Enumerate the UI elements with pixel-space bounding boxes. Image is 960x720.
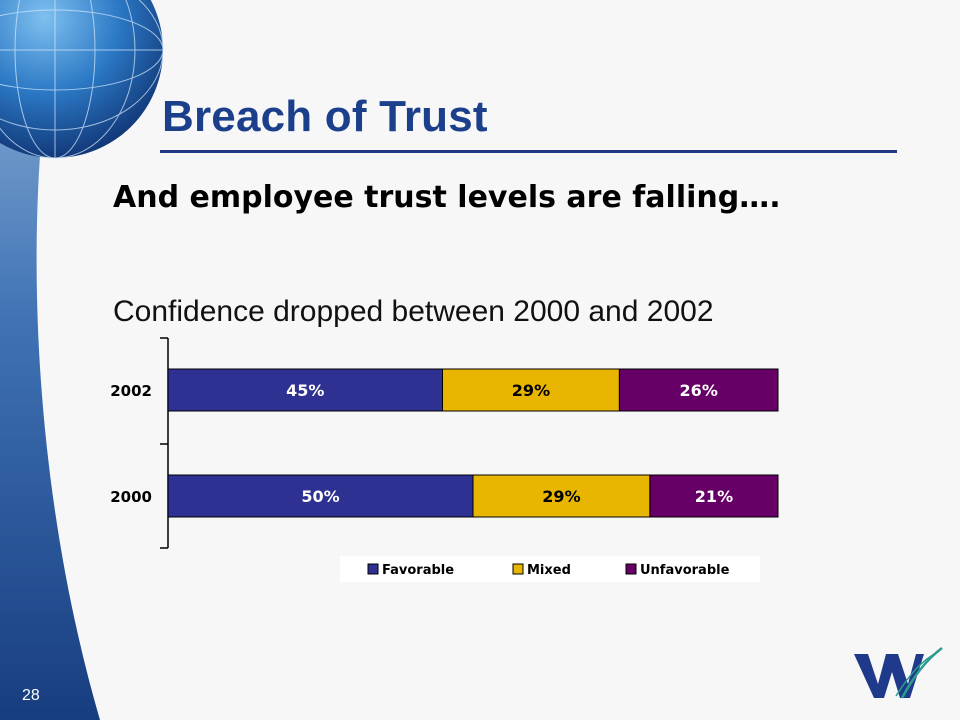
category-label: 2000 — [110, 488, 152, 506]
legend-swatch — [625, 563, 637, 575]
data-label: 21% — [695, 487, 733, 506]
bar-segment-unfavorable — [649, 474, 779, 518]
bar-segment-mixed — [442, 368, 620, 412]
title-underline — [160, 150, 897, 153]
slide-subtitle: And employee trust levels are falling…. — [113, 180, 781, 215]
category-label: 2002 — [110, 382, 152, 400]
legend-swatch — [512, 563, 524, 575]
slide-title: Breach of Trust — [162, 92, 488, 141]
bar-segment-favorable — [167, 368, 443, 412]
globe-icon — [0, 0, 164, 159]
legend-label: Unfavorable — [640, 563, 730, 578]
side-band — [0, 0, 100, 720]
legend-swatch — [367, 563, 379, 575]
legend-box — [340, 556, 760, 582]
data-label: 29% — [542, 487, 580, 506]
data-label: 45% — [286, 381, 324, 400]
bar-segment-favorable — [167, 474, 474, 518]
legend-label: Mixed — [527, 563, 571, 578]
chart-legend: Favorable Mixed Unfavorable — [340, 556, 760, 582]
bar-segment-mixed — [472, 474, 651, 518]
legend-label: Favorable — [382, 563, 454, 578]
slide-number: 28 — [22, 687, 40, 704]
data-label: 50% — [301, 487, 339, 506]
bar-segment-unfavorable — [618, 368, 779, 412]
stacked-bar-chart: 2002 2000 45% 29% 26% 50% 29% 21% Favorable Mix… — [110, 337, 779, 582]
data-label: 29% — [512, 381, 550, 400]
data-label: 26% — [680, 381, 718, 400]
company-logo-icon — [854, 647, 943, 699]
chart-caption: Confidence dropped between 2000 and 2002 — [113, 295, 714, 328]
